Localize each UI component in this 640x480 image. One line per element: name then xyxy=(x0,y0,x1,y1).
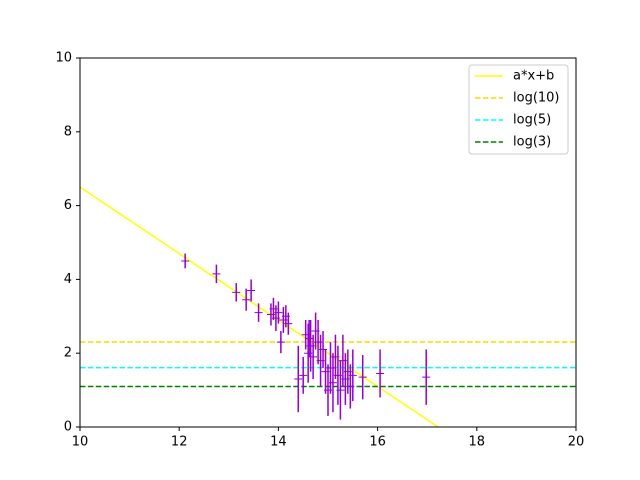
y-tick-label: 6 xyxy=(64,198,72,213)
point xyxy=(309,352,318,361)
point xyxy=(294,375,303,384)
point xyxy=(254,308,263,317)
point xyxy=(284,319,293,328)
x-tick-label: 14 xyxy=(270,435,287,450)
legend-label: log(10) xyxy=(513,91,560,106)
legend-box xyxy=(468,64,569,155)
point xyxy=(276,338,285,347)
y-tick-label: 4 xyxy=(64,272,72,287)
y-tick-label: 0 xyxy=(64,420,72,435)
point xyxy=(212,269,221,278)
legend-label: log(3) xyxy=(513,135,551,150)
point xyxy=(328,378,337,387)
y-tick-label: 2 xyxy=(64,346,72,361)
x-tick-label: 12 xyxy=(171,435,188,450)
point xyxy=(181,256,190,265)
y-tick-label: 8 xyxy=(64,124,72,139)
point xyxy=(242,295,251,304)
point xyxy=(348,371,357,380)
point xyxy=(274,308,283,317)
x-tick-label: 18 xyxy=(469,435,486,450)
y-tick-label: 10 xyxy=(55,51,72,66)
point xyxy=(422,373,431,382)
point xyxy=(376,369,385,378)
point xyxy=(299,371,308,380)
plot-area xyxy=(80,186,576,427)
x-tick-label: 20 xyxy=(568,435,585,450)
point xyxy=(247,286,256,295)
legend-label: log(5) xyxy=(513,113,551,128)
point xyxy=(305,334,314,343)
x-tick-label: 16 xyxy=(369,435,386,450)
point xyxy=(336,386,345,395)
legend-label: a*x+b xyxy=(513,69,554,84)
point xyxy=(358,373,367,382)
point xyxy=(232,288,241,297)
x-tick-label: 10 xyxy=(72,435,89,450)
axes-frame xyxy=(79,57,577,428)
